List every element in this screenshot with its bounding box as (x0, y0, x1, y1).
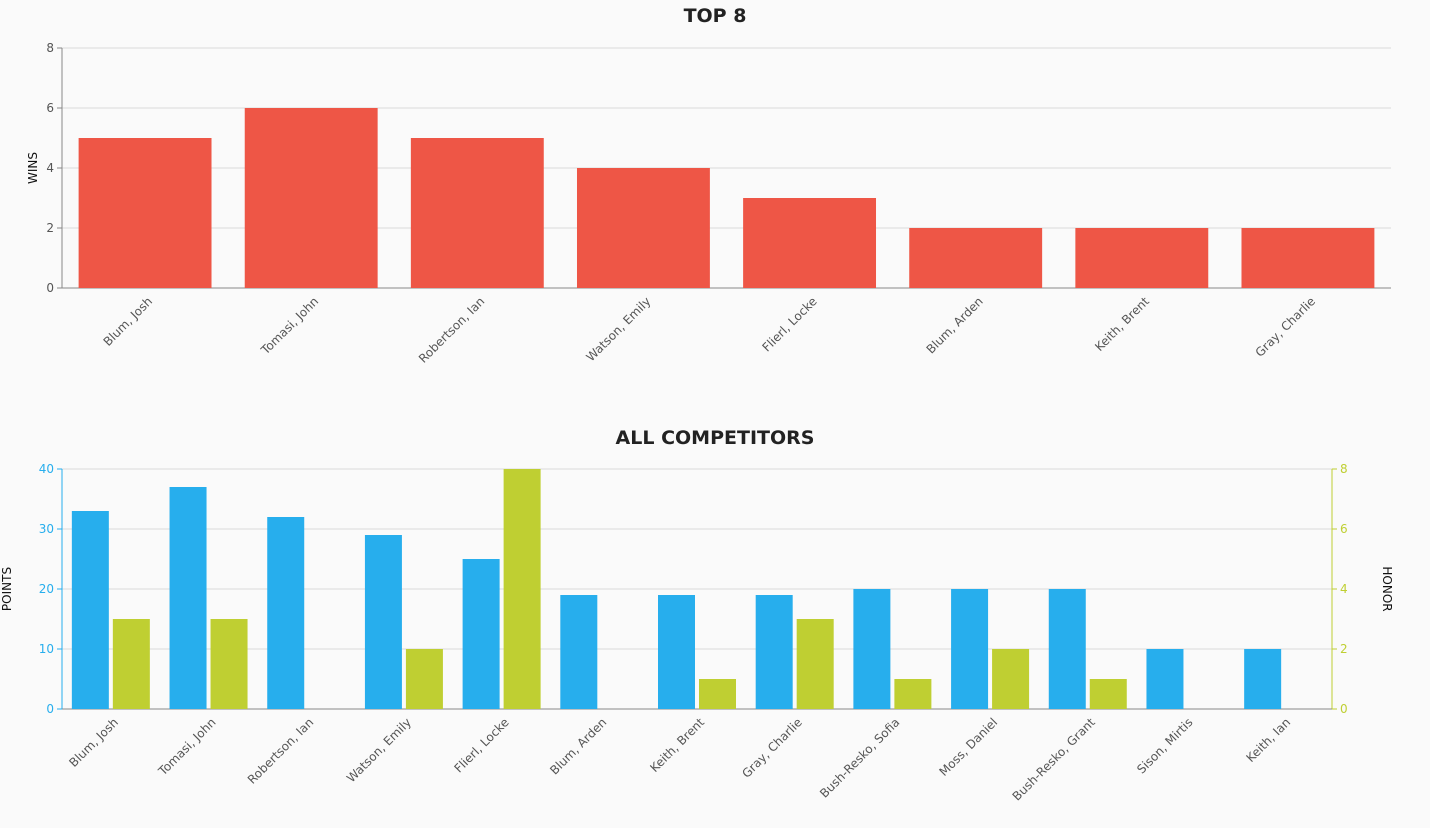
y-tick-label: 0 (46, 281, 54, 295)
x-tick-label: Keith, Brent (647, 715, 707, 775)
left-y-tick-label: 0 (46, 702, 54, 716)
points-bar (951, 589, 989, 709)
points-bar (1048, 589, 1086, 709)
left-y-axis-title: POINTS (0, 567, 14, 611)
bar (1241, 228, 1375, 288)
x-tick-label: Keith, Ian (1243, 715, 1293, 765)
honor-bar (405, 649, 443, 709)
points-bar (1244, 649, 1282, 709)
x-tick-label: Blum, Josh (66, 715, 121, 770)
bar (244, 108, 378, 288)
honor-bar (210, 619, 248, 709)
points-bar (1146, 649, 1184, 709)
x-tick-label: Tomasi, John (155, 715, 219, 779)
points-bar (755, 595, 793, 709)
points-bar (658, 595, 695, 709)
honor-bar (1089, 679, 1127, 709)
x-tick-label: Sison, Mirtis (1134, 715, 1195, 776)
honor-bar (992, 649, 1030, 709)
y-tick-label: 4 (46, 161, 54, 175)
x-tick-label: Watson, Emily (344, 715, 414, 785)
right-y-tick-label: 4 (1340, 582, 1348, 596)
top8-chart-title: TOP 8 (683, 5, 747, 27)
points-bar (364, 535, 402, 709)
bar (576, 168, 710, 288)
bar (78, 138, 212, 288)
left-y-tick-label: 30 (39, 522, 54, 536)
honor-bar (894, 679, 932, 709)
all-competitors-chart-title: ALL COMPETITORS (615, 427, 815, 449)
x-tick-label: Robertson, Ian (245, 715, 316, 786)
honor-bar (699, 679, 736, 709)
left-y-tick-label: 10 (39, 642, 54, 656)
right-y-axis-title: HONOR (1380, 566, 1394, 611)
points-bar (853, 589, 891, 709)
points-bar (560, 595, 598, 709)
points-bar (71, 511, 109, 709)
right-y-tick-label: 8 (1340, 462, 1348, 476)
points-bar (267, 517, 305, 709)
honor-bar (503, 469, 541, 709)
left-y-tick-label: 20 (39, 582, 54, 596)
y-tick-label: 8 (46, 41, 54, 55)
bar (743, 198, 877, 288)
bar (1075, 228, 1209, 288)
x-tick-label: Flierl, Locke (452, 715, 512, 775)
honor-bar (796, 619, 834, 709)
bar (909, 228, 1043, 288)
x-tick-label: Moss, Daniel (937, 715, 1001, 779)
honor-bar (112, 619, 150, 709)
left-y-tick-label: 40 (39, 462, 54, 476)
points-bar (169, 487, 207, 709)
points-bar (462, 559, 500, 709)
bar (410, 138, 544, 288)
y-axis-title: WINS (26, 152, 40, 184)
x-tick-label: Bush-Resko, Sofia (817, 715, 902, 800)
right-y-tick-label: 0 (1340, 702, 1348, 716)
y-tick-label: 2 (46, 221, 54, 235)
right-y-tick-label: 2 (1340, 642, 1348, 656)
x-tick-label: Bush-Resko, Grant (1010, 715, 1098, 803)
x-tick-label: Gray, Charlie (739, 715, 805, 781)
y-tick-label: 6 (46, 101, 54, 115)
right-y-tick-label: 6 (1340, 522, 1348, 536)
x-tick-label: Blum, Arden (547, 715, 609, 777)
